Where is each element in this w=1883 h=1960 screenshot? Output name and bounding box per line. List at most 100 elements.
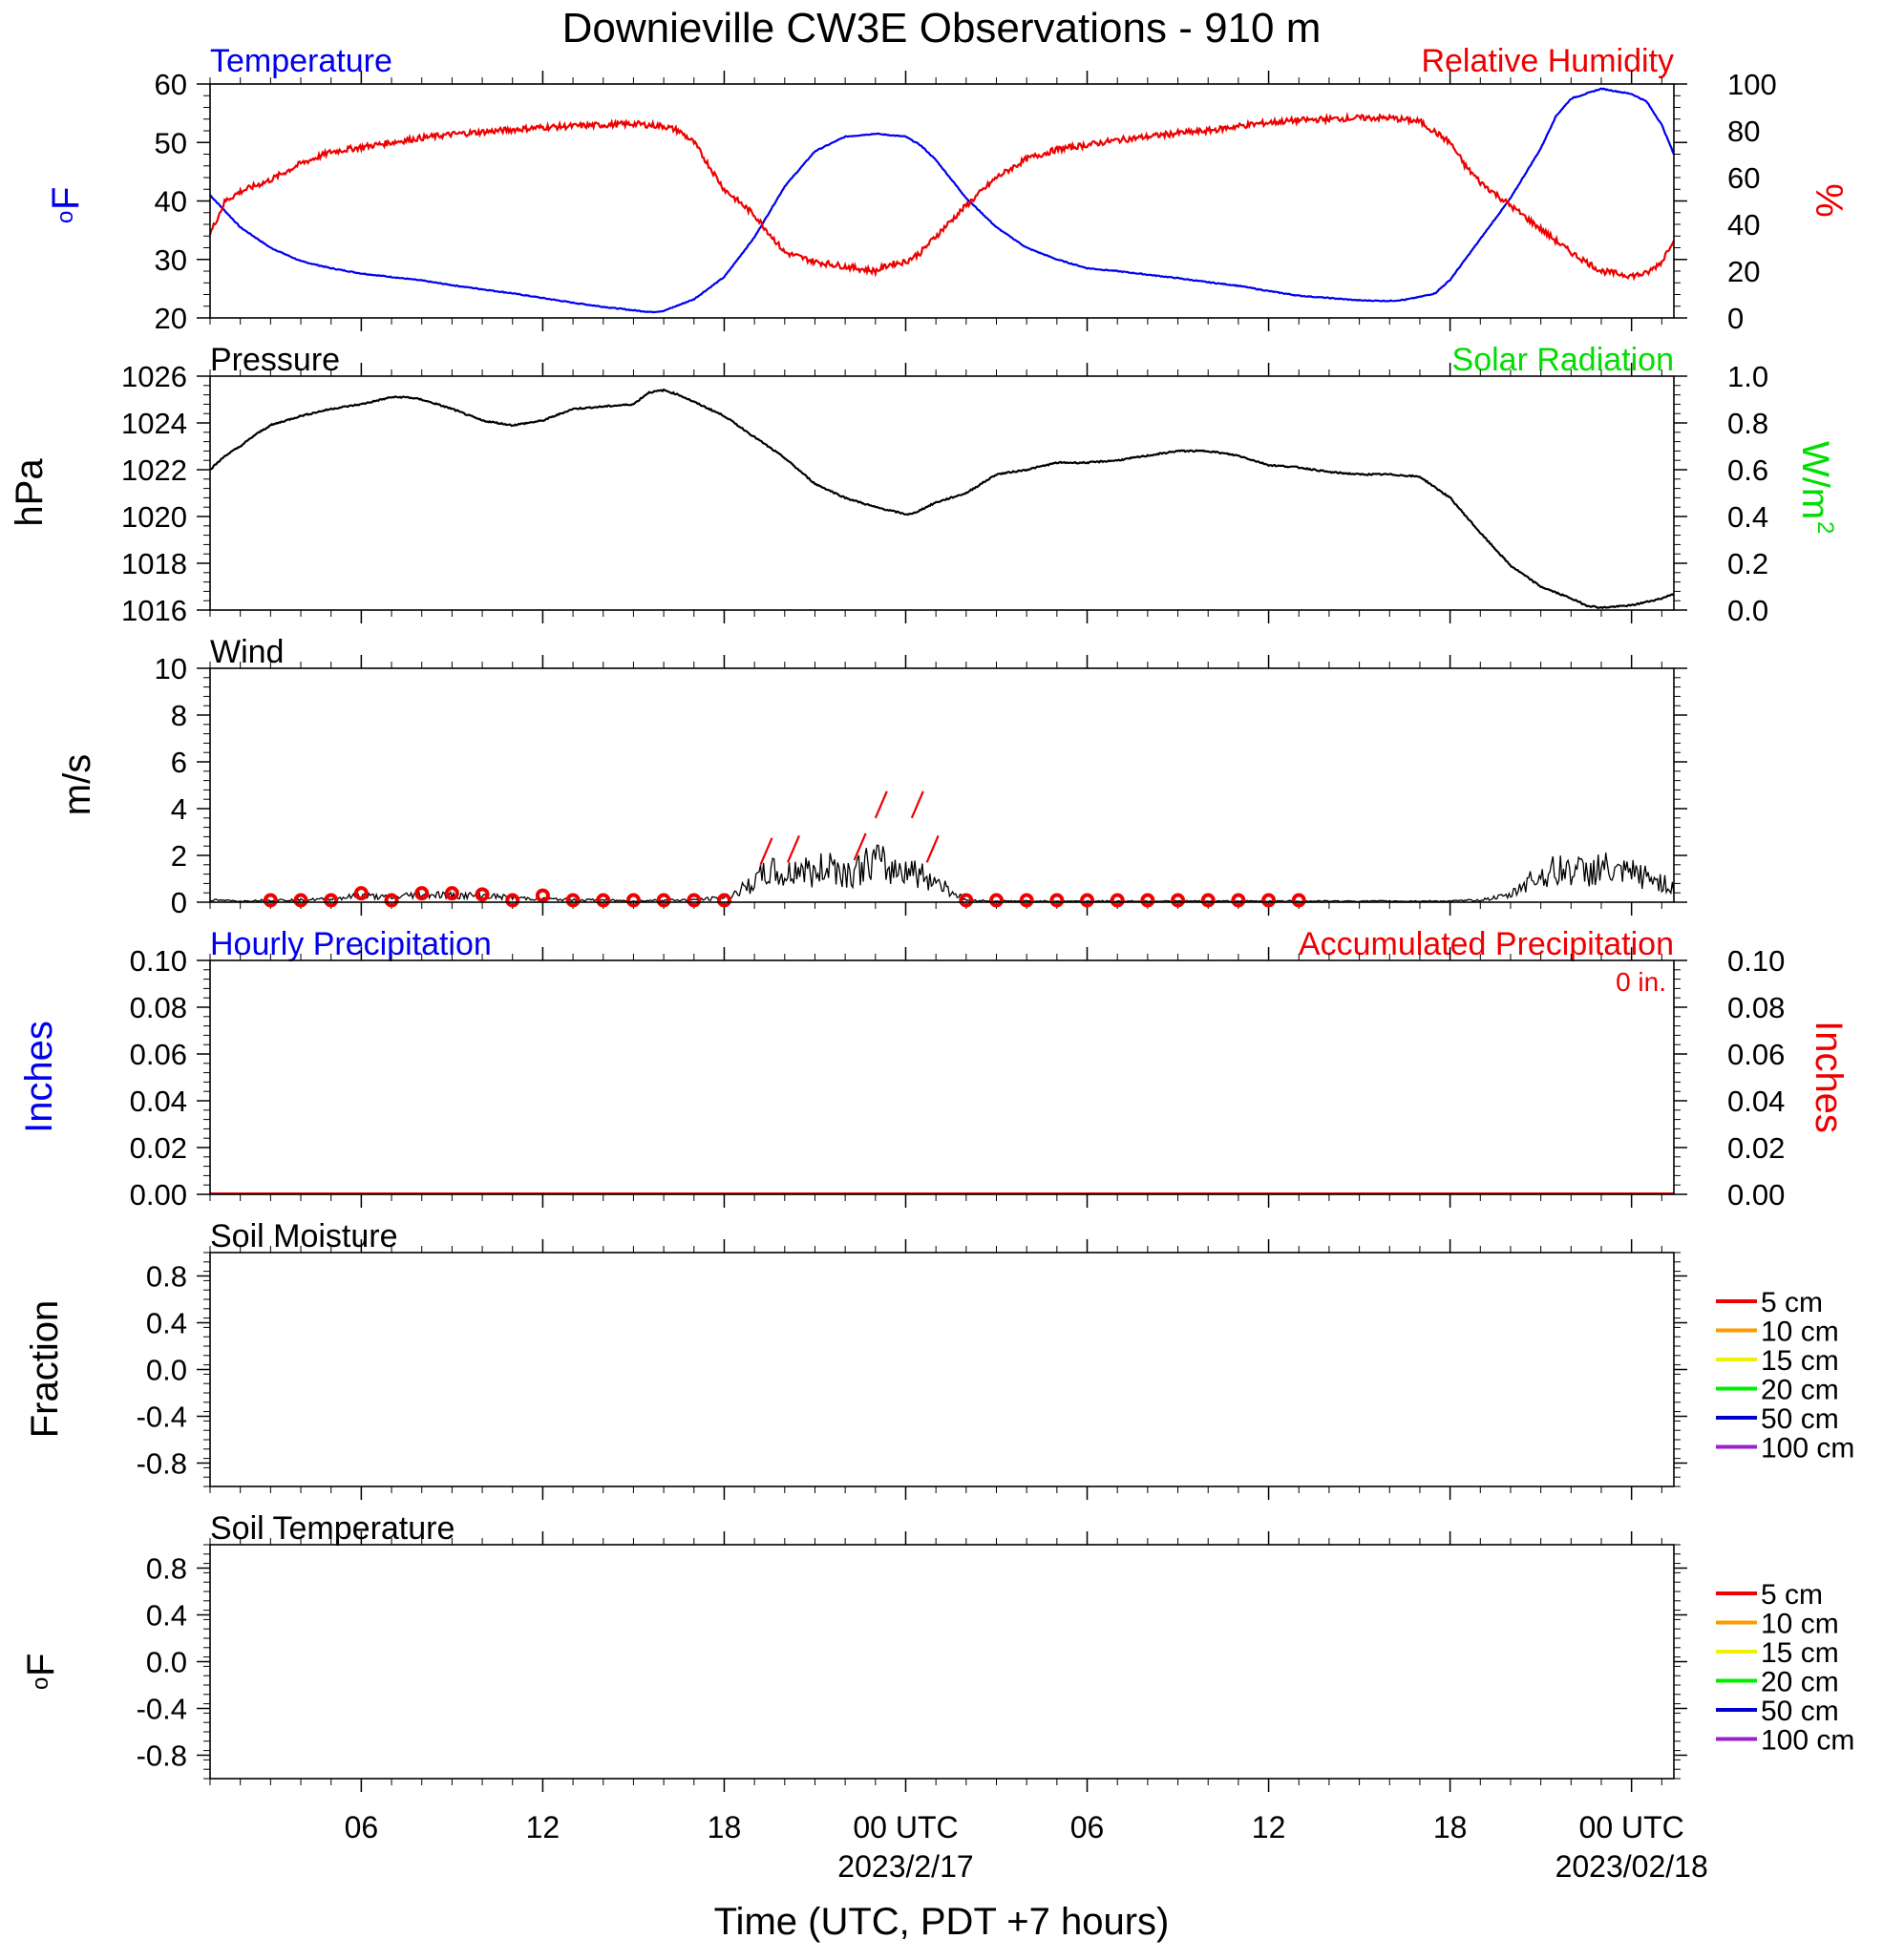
legend-label: 100 cm [1761, 1433, 1854, 1465]
legend-label: 100 cm [1761, 1725, 1854, 1757]
x-tick-label: 06 [1070, 1810, 1105, 1844]
y-tick-label-left: 0.4 [146, 1307, 187, 1340]
panel-pressure-solar: Pressure Solar Radiation hPa W/m 2 10261… [9, 342, 1838, 627]
panel-temperature-title: Temperature [210, 43, 392, 79]
panel-solar-title: Solar Radiation [1452, 342, 1674, 378]
y-tick-label-left: 60 [155, 68, 187, 101]
y-tick-label-left: 8 [171, 699, 187, 732]
wind-station-marker [959, 893, 974, 908]
panel-temperature-humidity: Temperature Relative Humidity o F % 60 50… [45, 43, 1850, 335]
degree-symbol: o [53, 211, 78, 223]
panel-soil-moisture-title: Soil Moisture [210, 1218, 398, 1254]
y-tick-label-right: 0.10 [1727, 944, 1785, 978]
wind-station-marker [1080, 893, 1095, 908]
x-tick-label: 18 [708, 1810, 742, 1844]
temperature-y-axis-label: o F [45, 187, 87, 223]
panel-temperature-data [208, 87, 1675, 314]
panel-wind-data [209, 790, 1675, 908]
wind-barb [786, 834, 800, 863]
wind-barb [874, 790, 888, 819]
wind-barb [759, 837, 773, 866]
wind-station-marker [656, 893, 671, 908]
wind-station-marker [324, 893, 339, 908]
x-tick-label: 18 [1433, 1810, 1468, 1844]
wind-station-marker [625, 893, 641, 908]
panel-precipitation: Hourly Precipitation Accumulated Precipi… [18, 926, 1850, 1212]
y-tick-label-left: 0.04 [130, 1085, 187, 1118]
y-tick-label-left: 0.4 [146, 1599, 187, 1633]
y-tick-label-left: 0 [171, 886, 187, 919]
y-tick-label-right: 0.04 [1727, 1085, 1785, 1118]
panel-soil-temperature: Soil Temperature o F 0.8 0.4 0.0 -0.4 -0.8 5… [20, 1510, 1854, 1792]
legend-label: 15 cm [1761, 1345, 1839, 1377]
panel-wind: Wind m/s 10 8 6 4 2 0 [56, 634, 1687, 919]
y-tick-label-left: 1026 [121, 360, 187, 393]
y-tick-label-left: 30 [155, 243, 187, 277]
figure-title: Downieville CW3E Observations - 910 m [562, 5, 1322, 52]
panel-precipitation-frame [209, 959, 1675, 1195]
wind-station-marker [565, 893, 581, 908]
temperature-line [209, 87, 1675, 314]
wind-station-marker [384, 893, 399, 908]
y-tick-label-right: 0 [1727, 302, 1744, 335]
wind-station-marker [1171, 893, 1186, 908]
y-tick-label-left: 6 [171, 746, 187, 779]
y-tick-label-left: 0.8 [146, 1260, 187, 1294]
x-axis-tick-labels: 06 12 18 00 UTC 2023/2/17 06 12 18 00 UTC 2023/02… [345, 1810, 1708, 1884]
y-tick-label-right: 0.4 [1727, 500, 1768, 534]
legend-label: 20 cm [1761, 1375, 1839, 1406]
y-tick-label-right: 20 [1727, 255, 1760, 288]
panel-soil-temperature-ticks: 0.8 0.4 0.0 -0.4 -0.8 [137, 1531, 1687, 1792]
x-tick-label: 06 [345, 1810, 379, 1844]
y-tick-label-left: 1018 [121, 547, 187, 580]
x-tick-date-label: 2023/2/17 [837, 1849, 973, 1884]
wind-station-marker [1261, 893, 1277, 908]
soil-temperature-unit: F [20, 1654, 62, 1676]
y-tick-label-left: 0.02 [130, 1131, 187, 1165]
y-tick-label-right: 0.06 [1727, 1038, 1785, 1071]
y-tick-label-right: 40 [1727, 208, 1760, 242]
panel-soil-moisture: Soil Moisture Fraction 0.8 0.4 0.0 -0.4 -0.8… [24, 1218, 1854, 1500]
soil-temperature-y-axis-label: o F [20, 1654, 62, 1690]
wind-station-marker [293, 893, 308, 908]
x-tick-label: 00 UTC [853, 1810, 958, 1844]
panel-temperature-ticks: 60 50 40 30 20 100 80 60 40 20 0 [155, 68, 1777, 335]
wind-station-marker [505, 893, 520, 908]
panel-precip-ticks: 0.10 0.08 0.06 0.04 0.02 0.00 0.10 0.08 0.06 0.04… [130, 944, 1786, 1212]
y-tick-label-left: 50 [155, 126, 187, 159]
wind-station-marker [1110, 893, 1125, 908]
humidity-line [208, 112, 1675, 282]
wind-y-axis-label: m/s [56, 754, 98, 815]
wind-station-marker [1291, 893, 1306, 908]
legend-label: 10 cm [1761, 1609, 1839, 1640]
y-tick-label-left: 0.0 [146, 1354, 187, 1387]
wind-station-marker [1049, 893, 1065, 908]
precip-total-annotation: 0 in. [1616, 967, 1666, 997]
y-tick-label-left: 0.10 [130, 944, 187, 978]
legend-label: 15 cm [1761, 1637, 1839, 1669]
y-tick-label-right: 60 [1727, 161, 1760, 195]
soil-moisture-y-axis-label: Fraction [24, 1300, 66, 1439]
wind-station-marker [1140, 893, 1155, 908]
y-tick-label-left: 4 [171, 792, 187, 826]
y-tick-label-right: 0.2 [1727, 547, 1768, 580]
wind-station-marker [1231, 893, 1246, 908]
panel-pressure-data [209, 388, 1675, 610]
y-tick-label-left: 2 [171, 839, 187, 873]
x-tick-label: 12 [1252, 1810, 1286, 1844]
wind-station-marker [596, 893, 611, 908]
wind-station-marker [989, 893, 1005, 908]
y-tick-label-right: 0.00 [1727, 1178, 1785, 1212]
y-tick-label-left: 20 [155, 302, 187, 335]
y-tick-label-left: -0.8 [137, 1739, 187, 1773]
y-tick-label-left: 1022 [121, 453, 187, 487]
temperature-unit: F [45, 187, 87, 210]
wind-station-marker [475, 887, 490, 902]
wind-station-marker [353, 886, 369, 901]
y-tick-label-left: 1020 [121, 500, 187, 534]
wind-station-marker [444, 886, 459, 901]
panel-pressure-ticks: 1026 1024 1022 1020 1018 1016 1.0 0.8 0.6 0.4 0.2 0… [121, 360, 1768, 627]
y-tick-label-left: 1016 [121, 594, 187, 627]
